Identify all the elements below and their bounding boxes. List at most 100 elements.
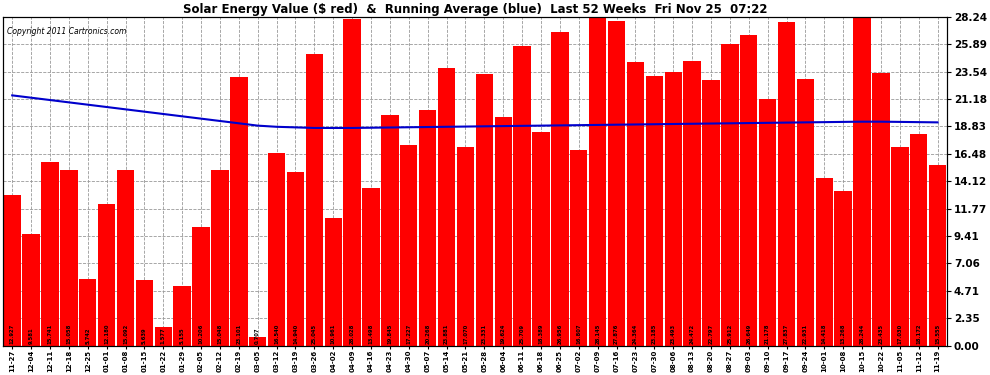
Bar <box>627 62 644 345</box>
Text: 19.845: 19.845 <box>387 323 392 344</box>
Bar <box>778 22 795 345</box>
Text: 25.912: 25.912 <box>728 324 733 344</box>
Text: 18.389: 18.389 <box>539 323 544 344</box>
Bar <box>60 170 77 345</box>
Text: 28.028: 28.028 <box>349 323 354 344</box>
Text: 14.418: 14.418 <box>822 323 827 344</box>
Text: 23.331: 23.331 <box>482 324 487 344</box>
Text: 23.493: 23.493 <box>670 324 676 344</box>
Text: 15.555: 15.555 <box>936 324 940 344</box>
Text: 27.876: 27.876 <box>614 323 619 344</box>
Text: 23.185: 23.185 <box>651 323 656 344</box>
Text: 17.030: 17.030 <box>897 324 902 344</box>
Bar <box>759 99 776 345</box>
Text: 15.048: 15.048 <box>218 323 223 344</box>
Bar <box>664 72 682 345</box>
Bar <box>249 338 266 345</box>
Bar <box>287 172 304 345</box>
Bar <box>42 162 58 345</box>
Text: 15.058: 15.058 <box>66 323 71 344</box>
Bar <box>853 17 871 345</box>
Text: 26.649: 26.649 <box>746 323 751 344</box>
Bar <box>268 153 285 345</box>
Text: 17.070: 17.070 <box>463 324 468 344</box>
Bar <box>475 74 493 345</box>
Bar <box>4 195 21 345</box>
Bar <box>835 191 851 345</box>
Bar <box>136 280 153 345</box>
Text: 18.172: 18.172 <box>916 323 922 344</box>
Bar <box>891 147 909 345</box>
Bar <box>570 150 587 345</box>
Text: 13.268: 13.268 <box>841 323 845 344</box>
Text: 5.742: 5.742 <box>85 327 90 344</box>
Text: 16.540: 16.540 <box>274 323 279 344</box>
Text: 15.741: 15.741 <box>48 323 52 344</box>
Title: Solar Energy Value ($ red)  &  Running Average (blue)  Last 52 Weeks  Fri Nov 25: Solar Energy Value ($ red) & Running Ave… <box>182 3 767 16</box>
Text: 14.940: 14.940 <box>293 324 298 344</box>
Text: 12.927: 12.927 <box>10 324 15 344</box>
Bar <box>589 18 606 345</box>
Text: 16.807: 16.807 <box>576 323 581 344</box>
Bar <box>381 115 399 345</box>
Text: 9.581: 9.581 <box>29 327 34 344</box>
Bar <box>117 170 135 345</box>
Text: 5.155: 5.155 <box>180 327 185 344</box>
Bar <box>683 61 701 345</box>
Text: 1.577: 1.577 <box>160 327 165 344</box>
Text: 25.045: 25.045 <box>312 324 317 344</box>
Text: 24.364: 24.364 <box>633 324 638 344</box>
Text: 23.881: 23.881 <box>445 323 449 344</box>
Bar <box>79 279 96 345</box>
Text: 17.227: 17.227 <box>406 324 411 344</box>
Text: 10.961: 10.961 <box>331 323 336 344</box>
Bar <box>23 234 40 345</box>
Text: 0.707: 0.707 <box>255 327 260 344</box>
Bar <box>551 32 568 345</box>
Bar <box>797 79 814 345</box>
Bar <box>306 54 323 345</box>
Text: 26.956: 26.956 <box>557 323 562 344</box>
Text: 12.180: 12.180 <box>104 323 109 344</box>
Bar <box>438 68 455 345</box>
Bar <box>741 36 757 345</box>
Bar <box>702 80 720 345</box>
Bar <box>230 77 248 345</box>
Text: 19.624: 19.624 <box>501 323 506 344</box>
Bar <box>872 73 890 345</box>
Text: 22.931: 22.931 <box>803 324 808 344</box>
Bar <box>211 171 229 345</box>
Bar <box>929 165 946 345</box>
Text: 28.244: 28.244 <box>859 324 864 344</box>
Bar <box>344 20 360 345</box>
Text: 22.797: 22.797 <box>709 324 714 344</box>
Bar <box>419 110 437 345</box>
Text: 21.178: 21.178 <box>765 323 770 344</box>
Bar <box>325 218 342 345</box>
Text: 20.268: 20.268 <box>425 323 431 344</box>
Text: 10.206: 10.206 <box>199 323 204 344</box>
Text: 23.435: 23.435 <box>878 324 883 344</box>
Text: Copyright 2011 Cartronics.com: Copyright 2011 Cartronics.com <box>8 27 127 36</box>
Bar <box>816 178 833 345</box>
Text: 5.639: 5.639 <box>142 327 147 344</box>
Text: 27.837: 27.837 <box>784 324 789 344</box>
Text: 24.472: 24.472 <box>690 324 695 344</box>
Bar <box>910 134 928 345</box>
Bar <box>533 132 549 345</box>
Bar <box>154 327 172 345</box>
Bar <box>98 204 115 345</box>
Bar <box>192 227 210 345</box>
Text: 28.145: 28.145 <box>595 323 600 344</box>
Bar <box>173 286 191 345</box>
Bar <box>721 44 739 345</box>
Bar <box>608 21 626 345</box>
Bar <box>514 46 531 345</box>
Text: 13.498: 13.498 <box>368 323 373 344</box>
Text: 25.709: 25.709 <box>520 324 525 344</box>
Text: 15.092: 15.092 <box>123 324 128 344</box>
Text: 23.101: 23.101 <box>237 323 242 344</box>
Bar <box>495 117 512 345</box>
Bar <box>456 147 474 345</box>
Bar <box>362 189 380 345</box>
